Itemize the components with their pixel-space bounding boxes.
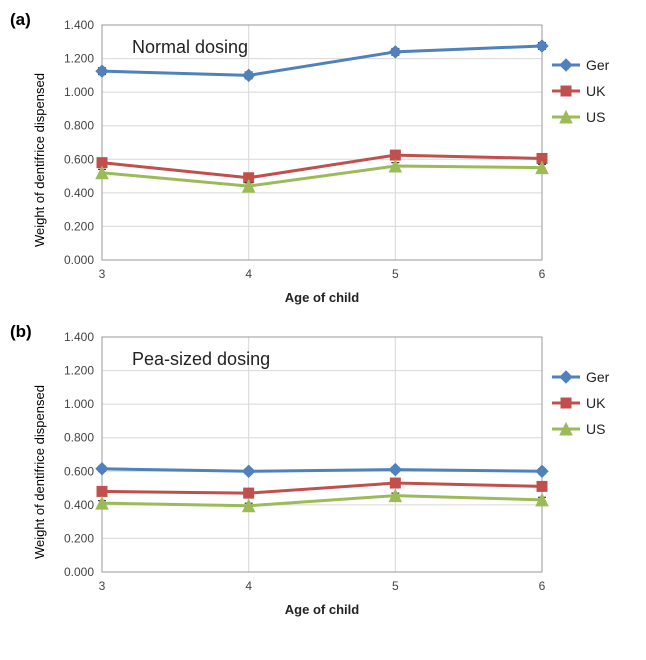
ytick-label: 0.000 [64, 253, 94, 267]
ytick-label: 0.600 [64, 464, 94, 478]
ytick-label: 0.800 [64, 431, 94, 445]
y-axis-label: Weight of dentifrice dispensed [30, 322, 47, 622]
legend-label: UK [586, 395, 606, 411]
plot-background [102, 25, 542, 260]
ytick-label: 0.200 [64, 531, 94, 545]
marker-diamond [560, 59, 572, 71]
chart-panel: (a) Weight of dentifrice dispensed 0.000… [10, 10, 636, 310]
ytick-label: 1.200 [64, 364, 94, 378]
chart-title: Pea-sized dosing [132, 349, 270, 369]
ytick-label: 0.600 [64, 152, 94, 166]
xtick-label: 3 [99, 579, 106, 593]
panel-label: (b) [10, 322, 32, 342]
legend-label: Ger [586, 369, 610, 385]
ytick-label: 1.200 [64, 52, 94, 66]
ytick-label: 1.000 [64, 397, 94, 411]
ytick-label: 0.400 [64, 186, 94, 200]
ytick-label: 0.000 [64, 565, 94, 579]
xtick-label: 5 [392, 579, 399, 593]
marker-diamond [560, 371, 572, 383]
marker-square [390, 150, 400, 160]
ytick-label: 0.200 [64, 219, 94, 233]
ytick-label: 1.000 [64, 85, 94, 99]
xtick-label: 4 [245, 267, 252, 281]
marker-square [244, 488, 254, 498]
ytick-label: 1.400 [64, 18, 94, 32]
y-axis-label: Weight of dentifrice dispensed [30, 10, 47, 310]
xtick-label: 3 [99, 267, 106, 281]
chart-title: Normal dosing [132, 37, 248, 57]
xtick-label: 6 [539, 267, 546, 281]
plot-area: 0.000 0.200 0.400 0.600 0.800 1.000 1.200 1.400… [47, 322, 646, 622]
legend-label: US [586, 109, 605, 125]
xtick-label: 6 [539, 579, 546, 593]
marker-square [561, 86, 571, 96]
x-axis-label: Age of child [285, 602, 359, 617]
marker-square [537, 481, 547, 491]
x-axis-label: Age of child [285, 290, 359, 305]
xtick-label: 5 [392, 267, 399, 281]
legend-label: UK [586, 83, 606, 99]
marker-square [390, 478, 400, 488]
legend-label: US [586, 421, 605, 437]
xtick-label: 4 [245, 579, 252, 593]
marker-square [561, 398, 571, 408]
chart-panel: (b) Weight of dentifrice dispensed 0.000… [10, 322, 636, 622]
ytick-label: 0.400 [64, 498, 94, 512]
panel-label: (a) [10, 10, 31, 30]
series-line-Ger [102, 469, 542, 472]
legend-label: Ger [586, 57, 610, 73]
ytick-label: 1.400 [64, 330, 94, 344]
plot-background [102, 337, 542, 572]
marker-square [97, 486, 107, 496]
plot-area: 0.000 0.200 0.400 0.600 0.800 1.000 1.200 1.400… [47, 10, 646, 310]
ytick-label: 0.800 [64, 119, 94, 133]
